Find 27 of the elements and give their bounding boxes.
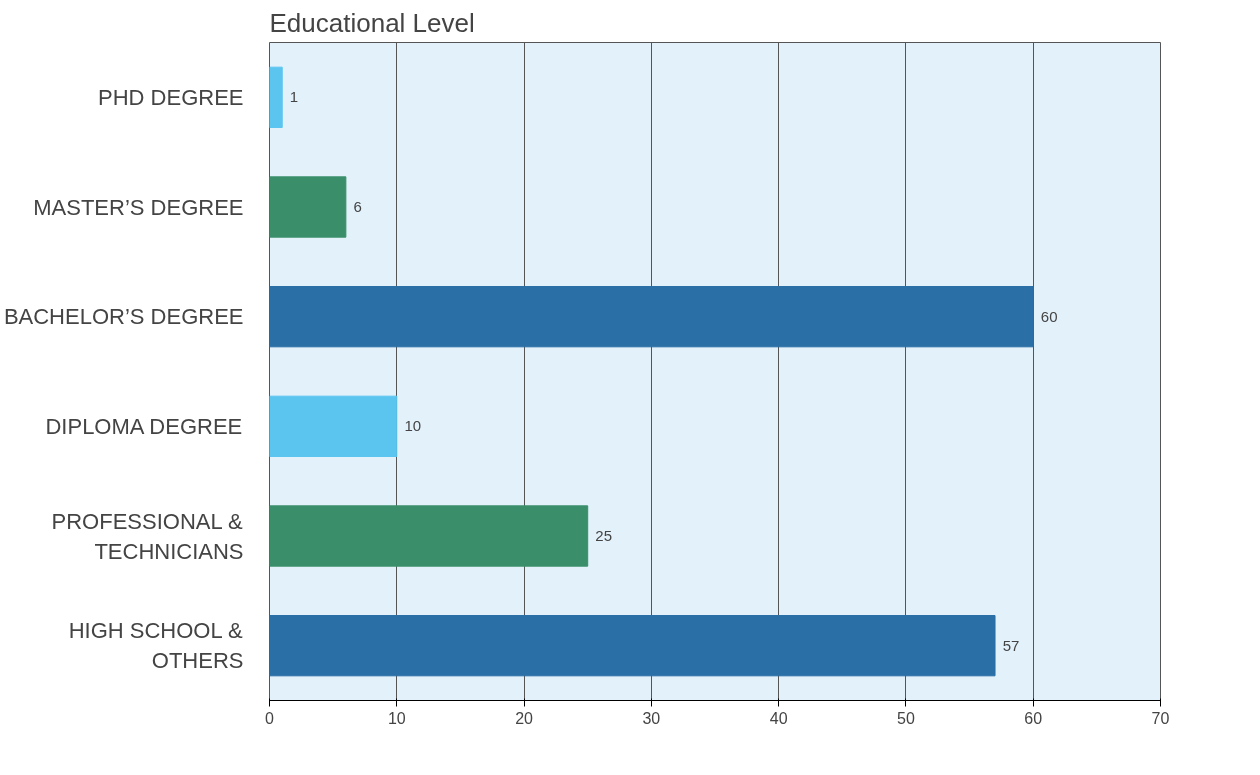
x-tick-label: 30 — [642, 709, 661, 727]
x-tick-label: 0 — [265, 709, 275, 727]
data-label: 10 — [404, 417, 422, 435]
bar — [269, 615, 996, 677]
x-tick-label: 40 — [769, 709, 788, 727]
bar — [269, 505, 589, 567]
y-tick-label: BACHELOR’S DEGREE — [3, 304, 244, 330]
data-label: 57 — [1002, 636, 1020, 654]
x-tick-label: 10 — [387, 709, 406, 727]
bar — [269, 286, 1034, 348]
y-tick-label: DIPLOMA DEGREE — [45, 413, 243, 439]
x-tick-label: 70 — [1151, 709, 1170, 727]
y-tick-label: PHD DEGREE — [98, 84, 244, 110]
x-tick-label: 60 — [1024, 709, 1043, 727]
data-label: 60 — [1040, 307, 1058, 325]
data-label: 25 — [595, 527, 613, 544]
x-tick-label: 50 — [897, 709, 915, 727]
x-tick-label: 20 — [515, 709, 534, 727]
y-tick-label: MASTER’S DEGREE — [33, 194, 244, 220]
data-label: 1 — [289, 88, 299, 106]
bar — [269, 395, 398, 457]
y-tick-label: HIGH SCHOOL & OTHERS — [68, 618, 244, 674]
bar — [269, 66, 283, 128]
y-tick-label: PROFESSIONAL & TECHNICIANS — [51, 508, 244, 564]
bar — [269, 176, 347, 238]
chart-title: Educational Level — [269, 7, 475, 38]
data-label: 6 — [353, 198, 362, 215]
